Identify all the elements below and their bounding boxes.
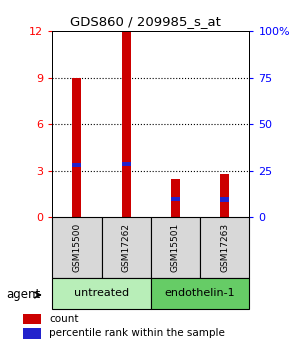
Bar	[200, 217, 249, 278]
Text: count: count	[49, 314, 79, 324]
Bar	[151, 278, 249, 309]
Text: agent: agent	[6, 288, 40, 302]
Bar	[151, 217, 200, 278]
Bar	[23, 314, 41, 324]
Text: GSM17263: GSM17263	[220, 223, 229, 272]
Text: untreated: untreated	[74, 288, 129, 298]
Bar	[122, 162, 130, 166]
Bar	[122, 31, 130, 217]
Text: GSM17262: GSM17262	[122, 223, 131, 272]
Text: percentile rank within the sample: percentile rank within the sample	[49, 328, 225, 338]
Bar	[220, 174, 229, 217]
Text: endothelin-1: endothelin-1	[165, 288, 235, 298]
Bar	[23, 328, 41, 339]
Bar	[72, 78, 81, 217]
Text: GSM15501: GSM15501	[171, 223, 180, 272]
Text: GSM15500: GSM15500	[72, 223, 81, 272]
Bar	[52, 217, 102, 278]
Bar	[171, 179, 180, 217]
Bar	[72, 162, 81, 167]
Bar	[102, 217, 151, 278]
Bar	[171, 197, 180, 201]
Text: GDS860 / 209985_s_at: GDS860 / 209985_s_at	[70, 16, 220, 29]
Bar	[220, 197, 229, 202]
Bar	[52, 278, 151, 309]
